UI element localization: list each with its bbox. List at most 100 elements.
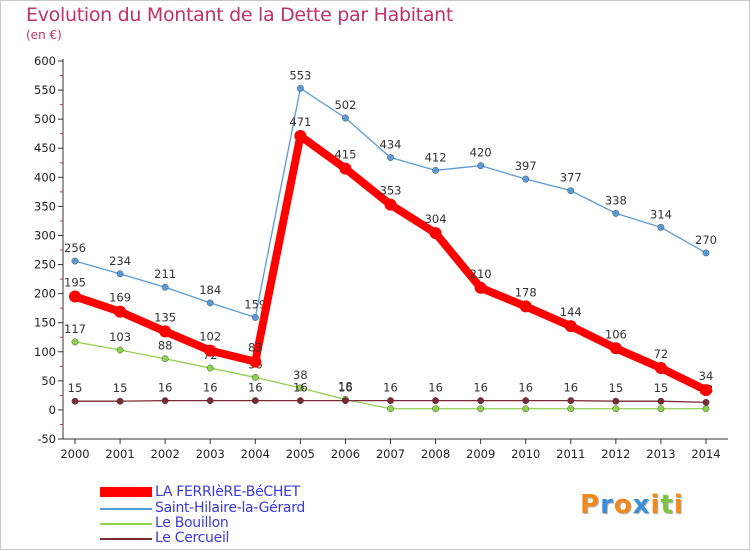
data-point <box>657 405 665 413</box>
legend-swatch <box>100 508 152 510</box>
data-point <box>204 344 217 357</box>
data-label: 144 <box>560 305 582 319</box>
data-point <box>657 397 665 405</box>
data-point <box>249 355 262 368</box>
data-label: 211 <box>154 267 176 281</box>
data-label: 314 <box>650 207 672 221</box>
y-tick-label: 400 <box>34 170 56 184</box>
x-tick-label: 2003 <box>196 447 225 461</box>
data-label: 15 <box>113 381 128 395</box>
data-label: 72 <box>654 347 669 361</box>
x-tick-label: 2006 <box>331 447 360 461</box>
data-point <box>702 405 710 413</box>
y-tick-label: 350 <box>34 199 56 213</box>
data-label: 16 <box>473 381 488 395</box>
y-tick-label: 300 <box>34 228 56 242</box>
data-label: 15 <box>609 381 624 395</box>
x-tick-label: 2011 <box>556 447 585 461</box>
data-label: 103 <box>109 330 131 344</box>
data-label: 195 <box>64 276 86 290</box>
data-point <box>296 397 304 405</box>
data-label: 397 <box>515 159 537 173</box>
data-point <box>71 397 79 405</box>
data-point <box>522 175 530 183</box>
data-label: 377 <box>560 171 582 185</box>
data-point <box>251 397 259 405</box>
legend-swatch <box>100 487 152 497</box>
data-point <box>477 405 485 413</box>
data-label: 169 <box>109 291 131 305</box>
data-point <box>251 314 259 321</box>
data-label: 83 <box>248 341 263 355</box>
data-point <box>522 405 530 413</box>
data-point <box>702 249 710 257</box>
data-label: 16 <box>248 381 263 395</box>
y-tick-label: 100 <box>34 345 56 359</box>
data-point <box>567 397 575 405</box>
x-tick-label: 2009 <box>466 447 495 461</box>
legend-label: Saint-Hilaire-la-Gérard <box>155 500 305 516</box>
data-point <box>71 338 79 346</box>
data-point <box>116 346 124 354</box>
data-point <box>432 166 439 174</box>
legend-item-saint-hilaire: Saint-Hilaire-la-Gérard <box>100 500 400 516</box>
data-label: 234 <box>109 254 131 268</box>
data-label: 16 <box>383 381 398 395</box>
data-point <box>432 397 439 405</box>
data-point <box>567 405 575 413</box>
x-tick-label: 2005 <box>286 447 315 461</box>
data-point <box>206 299 214 307</box>
data-label: 415 <box>334 148 356 162</box>
x-tick-label: 2001 <box>105 447 134 461</box>
data-point <box>296 84 304 92</box>
legend-swatch <box>100 538 152 540</box>
data-point <box>612 397 620 405</box>
data-label: 16 <box>563 381 578 395</box>
x-tick-label: 2013 <box>646 447 675 461</box>
legend-label: Le Cercueil <box>155 530 230 546</box>
data-point <box>71 257 79 265</box>
legend-swatch <box>100 523 152 525</box>
y-tick-label: 500 <box>34 112 56 126</box>
chart-subtitle: (en €) <box>26 28 62 42</box>
y-tick-label: 150 <box>34 316 56 330</box>
data-label: 16 <box>158 381 173 395</box>
data-label: 420 <box>470 146 492 160</box>
data-label: 338 <box>605 193 627 207</box>
data-label: 304 <box>425 212 447 226</box>
data-point <box>206 397 214 405</box>
data-point <box>522 397 530 405</box>
data-label: 88 <box>158 339 173 353</box>
y-tick-label: 450 <box>34 141 56 155</box>
legend-label: LA FERRIèRE-BéCHET <box>155 484 300 500</box>
legend-label: Le Bouillon <box>155 515 229 531</box>
data-point <box>159 325 172 338</box>
legend-item-le-cercueil: Le Cercueil <box>100 530 400 546</box>
chart-title: Evolution du Montant de la Dette par Hab… <box>26 4 454 26</box>
data-label: 34 <box>699 369 714 383</box>
y-tick-label: 50 <box>41 374 56 388</box>
data-point <box>161 283 169 291</box>
x-tick-label: 2014 <box>691 447 720 461</box>
x-tick-label: 2002 <box>151 447 180 461</box>
data-point <box>116 270 124 278</box>
data-point <box>657 223 665 231</box>
data-point <box>387 405 394 413</box>
proxiti-logo: Proxiti <box>580 490 684 520</box>
data-label: 106 <box>605 327 627 341</box>
data-point <box>612 209 620 217</box>
data-label: 210 <box>470 267 492 281</box>
data-label: 135 <box>154 310 176 324</box>
data-point <box>387 154 394 161</box>
data-point <box>432 405 439 413</box>
data-point <box>342 114 349 122</box>
x-tick-label: 2004 <box>241 447 270 461</box>
data-label: 553 <box>289 68 311 82</box>
legend-item-le-bouillon: Le Bouillon <box>100 515 400 531</box>
data-point <box>564 320 577 333</box>
data-label: 353 <box>380 184 402 198</box>
data-label: 15 <box>654 381 669 395</box>
data-point <box>387 397 394 405</box>
data-point <box>700 384 712 397</box>
